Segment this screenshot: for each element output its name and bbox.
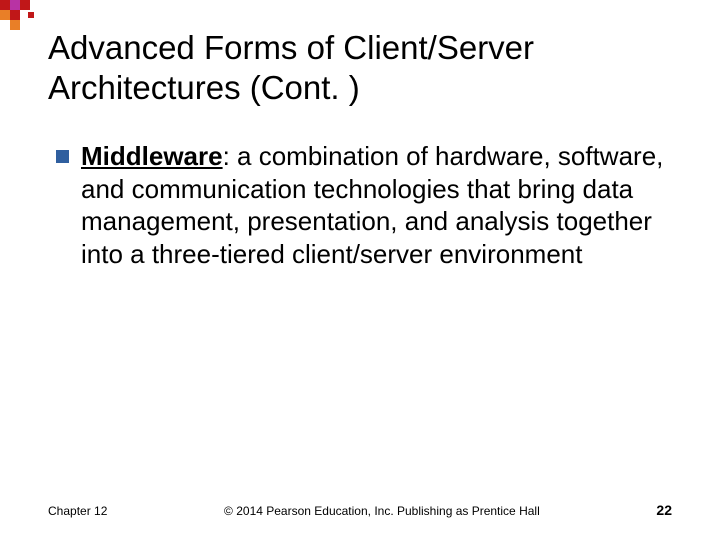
deco-square <box>20 0 30 10</box>
deco-square <box>0 10 10 20</box>
square-bullet-icon <box>56 150 69 163</box>
term: Middleware <box>81 141 223 171</box>
slide-title: Advanced Forms of Client/Server Architec… <box>48 28 680 107</box>
footer-page-number: 22 <box>656 502 672 518</box>
bullet-text: Middleware: a combination of hardware, s… <box>81 140 672 270</box>
slide-body: Middleware: a combination of hardware, s… <box>56 140 672 270</box>
deco-square <box>28 12 34 18</box>
deco-square <box>10 0 20 10</box>
deco-square <box>10 10 20 20</box>
deco-square <box>0 0 10 10</box>
corner-decoration <box>0 0 40 40</box>
footer-chapter: Chapter 12 <box>48 504 107 518</box>
slide: Advanced Forms of Client/Server Architec… <box>0 0 720 540</box>
deco-square <box>10 20 20 30</box>
bullet-item: Middleware: a combination of hardware, s… <box>56 140 672 270</box>
slide-footer: Chapter 12 © 2014 Pearson Education, Inc… <box>48 502 672 518</box>
footer-copyright: © 2014 Pearson Education, Inc. Publishin… <box>107 504 656 518</box>
